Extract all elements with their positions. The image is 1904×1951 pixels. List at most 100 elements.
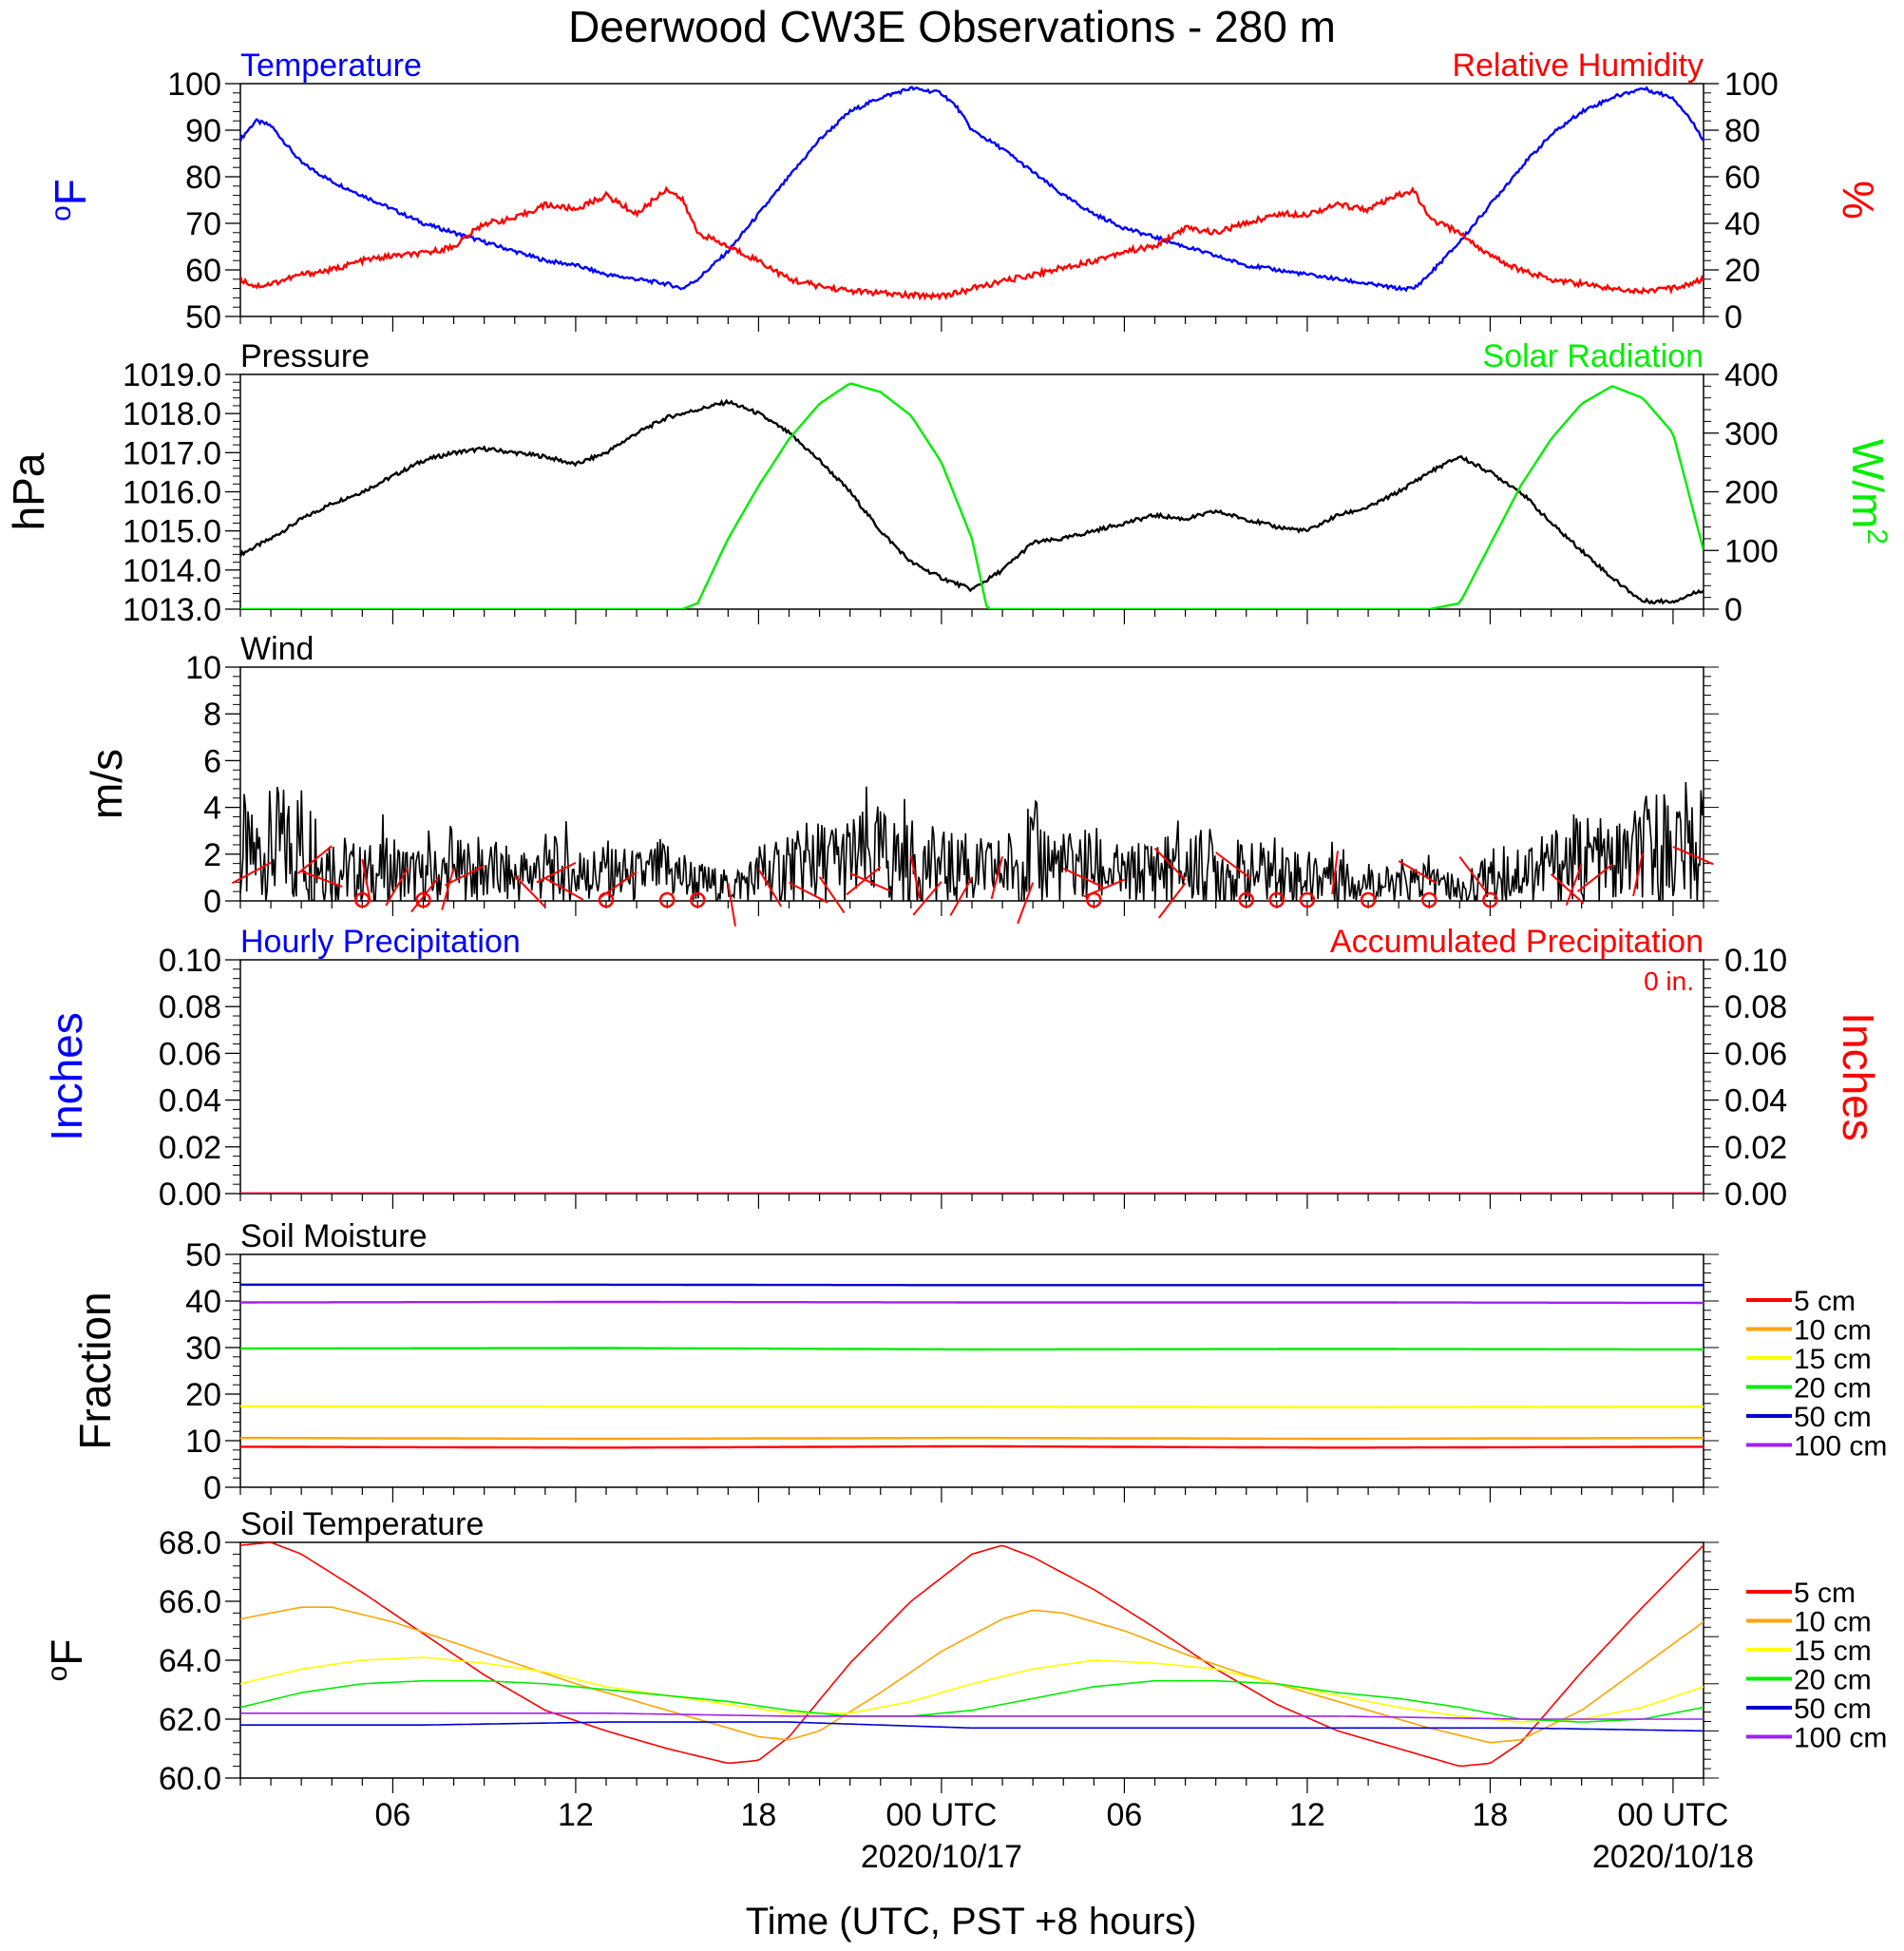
x-tick-label: 06	[1107, 1797, 1143, 1833]
y-left-tick-label: 1013.0	[123, 592, 221, 628]
series-line-10-cm	[240, 1606, 1704, 1744]
series-line-50-cm	[240, 1721, 1704, 1732]
wind-barb	[1632, 852, 1644, 897]
wind-barb	[1672, 846, 1714, 866]
calm-wind-circle	[1086, 891, 1102, 909]
x-tick-label: 00 UTC	[885, 1797, 997, 1833]
wind-barb	[727, 883, 736, 927]
y-left-tick-label: 10	[185, 650, 221, 686]
calm-wind-circle	[598, 891, 615, 909]
y-right-tick-label: 0.04	[1724, 1083, 1787, 1119]
series-line-15-cm	[240, 1405, 1704, 1408]
y-left-tick-label: 0	[203, 1470, 221, 1506]
y-left-tick-label: 62.0	[159, 1702, 221, 1738]
wind-barb	[1565, 864, 1583, 906]
wind-barb	[536, 861, 577, 884]
y-left-tick-label: 8	[203, 697, 221, 733]
y-left-tick-label: 10	[185, 1424, 221, 1460]
wind-barb	[1215, 851, 1252, 880]
y-right-tick-label: 100	[1724, 533, 1779, 569]
y-right-tick-label: 20	[1724, 253, 1761, 289]
y-left-tick-label: 1014.0	[123, 553, 221, 589]
wind-barb	[846, 866, 882, 896]
series-line-50-cm	[240, 1283, 1704, 1287]
legend-label: 5 cm	[1794, 1286, 1856, 1317]
plot-area	[240, 781, 1704, 901]
series-line-20-cm	[240, 1347, 1704, 1351]
calm-wind-circle	[1268, 891, 1285, 909]
calm-wind-circle	[415, 891, 431, 909]
wind-title: Wind	[240, 631, 314, 667]
y-left-tick-label: 50	[185, 1237, 221, 1273]
y-right-tick-label: 100	[1724, 67, 1779, 103]
y-left-tick-label: 66.0	[159, 1584, 221, 1620]
calm-wind-circle	[1421, 891, 1438, 909]
accum-precip-title: Accumulated Precipitation	[1330, 924, 1704, 960]
series-line-5-cm	[240, 1444, 1704, 1449]
humidity-axis-label: %	[1834, 181, 1883, 220]
wind-barb	[912, 881, 942, 916]
y-left-tick-label: 1016.0	[123, 475, 221, 511]
wind-barb	[818, 876, 846, 914]
wind-barb	[789, 881, 828, 904]
legend-label: 50 cm	[1794, 1693, 1872, 1725]
wind-barb	[990, 856, 1004, 900]
y-right-tick-label: 0.00	[1724, 1176, 1787, 1213]
wind-barb	[909, 855, 922, 899]
calm-wind-circle	[354, 891, 371, 909]
accum-precip-total: 0 in.	[1644, 966, 1694, 996]
series-line-15-cm	[240, 1656, 1704, 1723]
solar-axis-label: W/m2	[1843, 439, 1894, 545]
series-line-relative-humidity	[240, 185, 1704, 301]
y-left-tick-label: 0.04	[159, 1083, 221, 1119]
legend-label: 10 cm	[1794, 1607, 1872, 1638]
y-left-tick-label: 0.10	[159, 943, 221, 979]
wind-barb	[949, 876, 973, 916]
legend-label: 20 cm	[1794, 1665, 1872, 1696]
soil-temperature-title: Soil Temperature	[240, 1506, 484, 1542]
y-left-tick-label: 60.0	[159, 1761, 221, 1797]
x-axis-title: Time (UTC, PST +8 hours)	[746, 1901, 1197, 1942]
y-left-tick-label: 60	[185, 253, 221, 289]
solar-title: Solar Radiation	[1483, 338, 1704, 374]
humidity-title: Relative Humidity	[1452, 48, 1704, 84]
y-left-tick-label: 1018.0	[123, 396, 221, 432]
y-right-tick-label: 0	[1724, 592, 1742, 628]
legend-label: 15 cm	[1794, 1635, 1872, 1667]
temperature-title: Temperature	[240, 48, 422, 84]
panel-temp-rh: 50 60 70 80 90 100 0 20 40 60 80 100 Temperature Rela…	[46, 48, 1884, 335]
y-right-tick-label: 40	[1724, 206, 1761, 242]
y-left-tick-label: 0.06	[159, 1036, 221, 1072]
panel-wind: 0 2 4 6 8 10 Wind m/s	[82, 631, 1719, 927]
series-line-10-cm	[240, 1436, 1704, 1441]
series-line-temperature	[240, 86, 1704, 293]
y-right-tick-label: 0.06	[1724, 1036, 1787, 1072]
wind-barb	[544, 877, 584, 901]
legend-label: 10 cm	[1794, 1315, 1872, 1347]
accum-precip-axis-label: Inches	[1834, 1012, 1883, 1141]
x-axis: 06 12 18 00 UTC 2020/10/17 06 12 18 00 UTC 2020/1…	[375, 1797, 1754, 1875]
legend-label: 5 cm	[1794, 1578, 1856, 1609]
wind-barb	[1398, 860, 1438, 885]
plot-area	[240, 382, 1704, 609]
soil-moisture-axis-label: Fraction	[70, 1291, 120, 1449]
series-line-pressure	[240, 398, 1704, 605]
x-tick-label: 12	[1289, 1797, 1325, 1833]
legend-label: 100 cm	[1794, 1431, 1887, 1463]
series-line-100-cm	[240, 1300, 1704, 1305]
wind-barb	[1331, 851, 1339, 895]
wind-barb	[1017, 882, 1035, 925]
y-left-tick-label: 4	[203, 791, 221, 827]
y-left-tick-label: 20	[185, 1377, 221, 1413]
legend-label: 20 cm	[1794, 1373, 1872, 1405]
y-right-tick-label: 0	[1724, 299, 1742, 335]
pressure-title: Pressure	[240, 338, 370, 374]
wind-barb	[444, 865, 486, 887]
wind-barb	[1062, 868, 1104, 889]
soil-moisture-title: Soil Moisture	[240, 1218, 428, 1254]
x-tick-date-label: 2020/10/17	[861, 1839, 1022, 1875]
series-line-solar-radiation	[240, 382, 1704, 609]
y-left-tick-label: 0	[203, 884, 221, 920]
x-tick-label: 00 UTC	[1617, 1797, 1728, 1833]
